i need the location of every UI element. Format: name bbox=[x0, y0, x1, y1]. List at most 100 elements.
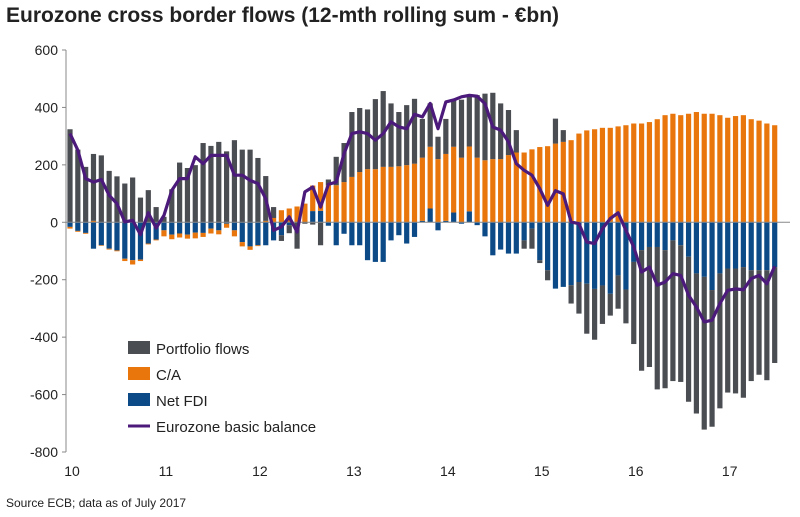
bar-fdi bbox=[568, 222, 574, 286]
bar-portfolio bbox=[584, 283, 590, 334]
bar-ca bbox=[646, 122, 653, 223]
bar-ca bbox=[349, 176, 355, 223]
bar-ca bbox=[169, 234, 175, 240]
bar-portfolio bbox=[756, 270, 762, 375]
bar-ca bbox=[357, 172, 363, 223]
bar-ca bbox=[153, 239, 159, 241]
bar-ca bbox=[184, 234, 191, 239]
bar-ca bbox=[333, 185, 339, 223]
bar-ca bbox=[490, 159, 496, 223]
bar-fdi bbox=[646, 222, 653, 247]
bar-ca bbox=[411, 163, 418, 223]
bar-ca bbox=[427, 146, 433, 209]
y-tick-label: 600 bbox=[35, 42, 59, 58]
bar-ca bbox=[317, 182, 324, 211]
bar-ca bbox=[756, 120, 762, 223]
bar-fdi bbox=[349, 222, 355, 246]
bar-portfolio bbox=[137, 197, 144, 223]
bar-fdi bbox=[474, 222, 480, 226]
bar-fdi bbox=[286, 222, 292, 226]
bar-ca bbox=[192, 232, 198, 239]
bar-portfolio bbox=[670, 240, 676, 382]
bar-ca bbox=[239, 242, 245, 247]
bar-portfolio bbox=[341, 143, 347, 183]
x-tick-label: 12 bbox=[252, 463, 268, 479]
bar-fdi bbox=[772, 222, 778, 268]
bar-portfolio bbox=[654, 246, 660, 390]
bar-fdi bbox=[466, 211, 472, 223]
bar-ca bbox=[341, 182, 347, 223]
bar-ca bbox=[302, 203, 308, 223]
bar-portfolio bbox=[740, 267, 746, 398]
bar-fdi bbox=[278, 222, 285, 236]
bar-fdi bbox=[161, 222, 167, 231]
bar-portfolio bbox=[364, 109, 371, 170]
y-tick-label: -400 bbox=[30, 329, 58, 345]
bar-fdi bbox=[592, 222, 598, 289]
bar-fdi bbox=[654, 222, 660, 247]
bar-fdi bbox=[584, 222, 590, 284]
bar-fdi bbox=[177, 222, 183, 234]
y-tick-label: -200 bbox=[30, 272, 58, 288]
bar-fdi bbox=[98, 222, 104, 246]
bar-ca bbox=[732, 116, 739, 223]
bar-ca bbox=[592, 129, 598, 223]
bar-portfolio bbox=[349, 112, 355, 177]
bar-fdi bbox=[380, 222, 386, 262]
bar-ca bbox=[114, 250, 120, 252]
bar-portfolio bbox=[294, 222, 300, 249]
y-tick-label: -800 bbox=[30, 444, 58, 460]
bar-portfolio bbox=[443, 118, 449, 154]
bar-portfolio bbox=[286, 225, 292, 234]
bar-portfolio bbox=[521, 240, 527, 249]
bar-ca bbox=[615, 126, 621, 223]
bar-portfolio bbox=[333, 156, 339, 186]
bar-fdi bbox=[756, 222, 762, 271]
bar-portfolio bbox=[474, 95, 480, 158]
bar-fdi bbox=[231, 222, 238, 231]
bar-ca bbox=[106, 248, 112, 250]
bar-fdi bbox=[317, 210, 324, 223]
bar-ca bbox=[310, 185, 316, 212]
bar-portfolio bbox=[325, 179, 331, 186]
bar-fdi bbox=[662, 222, 668, 251]
bar-ca bbox=[599, 127, 606, 223]
bar-fdi bbox=[411, 222, 418, 237]
bar-portfolio bbox=[404, 105, 410, 166]
bar-portfolio bbox=[317, 222, 324, 246]
bar-fdi bbox=[638, 222, 645, 251]
bar-portfolio bbox=[709, 290, 715, 427]
bar-ca bbox=[325, 185, 331, 223]
bar-ca bbox=[458, 157, 465, 223]
bar-portfolio bbox=[529, 228, 535, 249]
bar-fdi bbox=[560, 222, 566, 287]
bar-fdi bbox=[341, 222, 347, 234]
bar-portfolio bbox=[114, 176, 120, 223]
bar-portfolio bbox=[568, 285, 574, 304]
bar-fdi bbox=[224, 222, 230, 224]
bar-fdi bbox=[717, 222, 723, 274]
y-tick-label: 400 bbox=[35, 99, 59, 115]
bar-portfolio bbox=[505, 110, 512, 156]
bar-portfolio bbox=[411, 98, 418, 164]
bar-ca bbox=[740, 115, 746, 223]
chart-title: Eurozone cross border flows (12-mth roll… bbox=[6, 4, 560, 27]
bar-portfolio bbox=[216, 141, 222, 223]
bar-portfolio bbox=[623, 289, 629, 324]
bar-fdi bbox=[137, 222, 144, 260]
bar-ca bbox=[631, 123, 637, 223]
bar-portfolio bbox=[607, 293, 613, 316]
bar-portfolio bbox=[98, 155, 104, 223]
bar-ca bbox=[584, 130, 590, 223]
bar-portfolio bbox=[685, 256, 692, 402]
bar-fdi bbox=[216, 222, 222, 231]
bar-fdi bbox=[67, 222, 73, 227]
bar-ca bbox=[693, 112, 699, 223]
bar-ca bbox=[748, 119, 754, 223]
bar-fdi bbox=[106, 222, 112, 249]
bar-portfolio bbox=[192, 165, 198, 223]
x-tick-label: 13 bbox=[346, 463, 362, 479]
bar-ca bbox=[443, 153, 449, 221]
bar-portfolio bbox=[576, 282, 582, 314]
